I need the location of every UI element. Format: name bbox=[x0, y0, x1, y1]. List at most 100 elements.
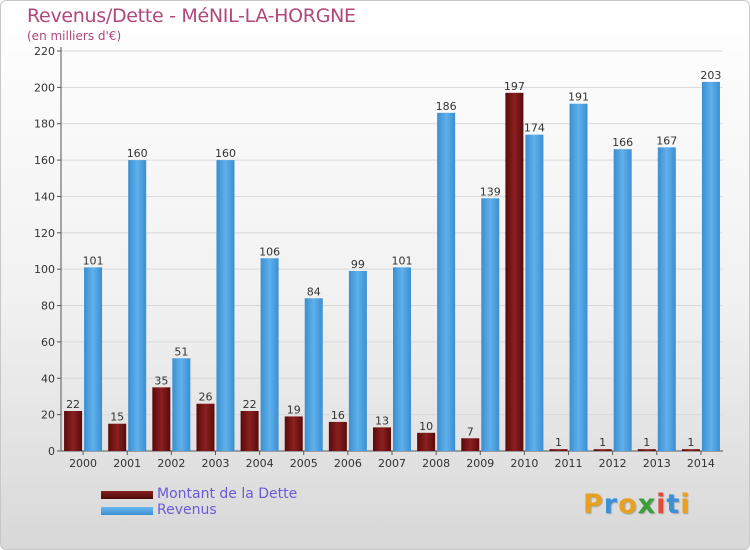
data-label: 22 bbox=[243, 398, 257, 411]
logo-letter: t bbox=[666, 489, 681, 520]
x-tick-label: 2007 bbox=[378, 457, 406, 470]
data-label: 101 bbox=[392, 254, 413, 267]
bar-dette bbox=[637, 449, 656, 451]
data-label: 19 bbox=[287, 403, 301, 416]
data-label: 167 bbox=[656, 134, 677, 147]
y-tick-label: 100 bbox=[34, 263, 55, 276]
data-label: 186 bbox=[436, 100, 457, 113]
y-tick-label: 120 bbox=[34, 227, 55, 240]
x-tick-label: 2002 bbox=[157, 457, 185, 470]
x-tick-label: 2005 bbox=[290, 457, 318, 470]
logo-letter: P bbox=[583, 489, 604, 520]
data-label: 51 bbox=[174, 345, 188, 358]
legend-label-dette: Montant de la Dette bbox=[157, 486, 298, 502]
data-label: 197 bbox=[504, 80, 525, 93]
bar-revenus bbox=[172, 358, 191, 451]
data-label: 84 bbox=[307, 285, 321, 298]
x-tick-label: 2006 bbox=[334, 457, 362, 470]
x-tick-label: 2014 bbox=[687, 457, 715, 470]
bar-chart: 0204060801001201401601802002202210120001… bbox=[34, 45, 723, 470]
data-label: 139 bbox=[480, 185, 501, 198]
bar-dette bbox=[240, 411, 259, 451]
bar-dette bbox=[461, 438, 480, 451]
bar-revenus bbox=[216, 160, 235, 451]
x-tick-label: 2010 bbox=[510, 457, 538, 470]
data-label: 101 bbox=[83, 254, 104, 267]
x-tick-label: 2013 bbox=[643, 457, 671, 470]
data-label: 99 bbox=[351, 258, 365, 271]
bar-revenus bbox=[393, 267, 411, 451]
data-label: 35 bbox=[154, 374, 168, 387]
y-tick-label: 140 bbox=[34, 190, 55, 203]
logo-letter: i bbox=[680, 489, 691, 520]
bar-revenus bbox=[304, 298, 323, 451]
y-tick-label: 20 bbox=[41, 409, 55, 422]
data-label: 1 bbox=[599, 436, 606, 449]
bar-dette bbox=[549, 449, 568, 451]
data-label: 22 bbox=[66, 398, 80, 411]
y-tick-label: 60 bbox=[41, 336, 55, 349]
bar-dette bbox=[417, 432, 436, 451]
y-tick-label: 0 bbox=[48, 445, 55, 458]
bar-dette bbox=[593, 449, 612, 451]
x-tick-label: 2011 bbox=[555, 457, 583, 470]
bar-revenus bbox=[525, 134, 544, 452]
data-label: 160 bbox=[215, 147, 236, 160]
x-tick-label: 2009 bbox=[466, 457, 494, 470]
x-tick-label: 2001 bbox=[113, 457, 141, 470]
bar-revenus bbox=[348, 271, 367, 451]
data-label: 1 bbox=[555, 436, 562, 449]
data-label: 7 bbox=[467, 425, 474, 438]
bar-dette bbox=[505, 92, 524, 452]
data-label: 1 bbox=[643, 436, 650, 449]
data-label: 160 bbox=[127, 147, 148, 160]
logo-letter: x bbox=[637, 489, 657, 520]
logo-letter: r bbox=[603, 489, 619, 520]
bar-dette bbox=[196, 403, 215, 451]
x-tick-label: 2008 bbox=[422, 457, 450, 470]
data-label: 203 bbox=[700, 69, 721, 82]
bar-revenus bbox=[437, 112, 456, 452]
x-tick-label: 2000 bbox=[69, 457, 97, 470]
data-label: 1 bbox=[687, 436, 694, 449]
x-tick-label: 2003 bbox=[201, 457, 229, 470]
y-tick-label: 180 bbox=[34, 118, 55, 131]
data-label: 174 bbox=[524, 122, 545, 135]
y-tick-label: 40 bbox=[41, 372, 55, 385]
bar-dette bbox=[108, 423, 127, 451]
legend-swatch-dette bbox=[101, 491, 153, 499]
bar-revenus bbox=[128, 160, 147, 451]
bar-revenus bbox=[657, 147, 676, 451]
y-tick-label: 160 bbox=[34, 154, 55, 167]
bar-revenus bbox=[613, 149, 632, 451]
data-label: 13 bbox=[375, 414, 389, 427]
data-label: 26 bbox=[198, 391, 212, 404]
bar-revenus bbox=[260, 258, 279, 451]
x-tick-label: 2004 bbox=[246, 457, 274, 470]
data-label: 16 bbox=[331, 409, 345, 422]
y-tick-label: 220 bbox=[34, 45, 55, 58]
bar-dette bbox=[152, 387, 171, 451]
bar-dette bbox=[681, 449, 700, 451]
legend-label-revenus: Revenus bbox=[157, 502, 217, 518]
chart-subtitle: (en milliers d'€) bbox=[27, 29, 122, 43]
y-tick-label: 200 bbox=[34, 81, 55, 94]
proxiti-logo: Proxiti bbox=[583, 489, 691, 520]
data-label: 10 bbox=[419, 420, 433, 433]
legend-swatch-revenus bbox=[101, 507, 153, 515]
bar-dette bbox=[64, 411, 83, 451]
y-tick-label: 80 bbox=[41, 300, 55, 313]
bar-dette bbox=[284, 416, 303, 451]
data-label: 106 bbox=[259, 245, 280, 258]
chart-title: Revenus/Dette - MéNIL-LA-HORGNE bbox=[27, 5, 356, 27]
bar-revenus bbox=[569, 103, 588, 452]
logo-letter: i bbox=[656, 489, 667, 520]
data-label: 166 bbox=[612, 136, 633, 149]
bar-revenus bbox=[701, 81, 720, 451]
bar-dette bbox=[328, 421, 347, 451]
data-label: 191 bbox=[568, 91, 589, 104]
bar-revenus bbox=[481, 198, 500, 451]
bar-revenus bbox=[84, 267, 103, 451]
logo-letter: o bbox=[618, 489, 638, 520]
